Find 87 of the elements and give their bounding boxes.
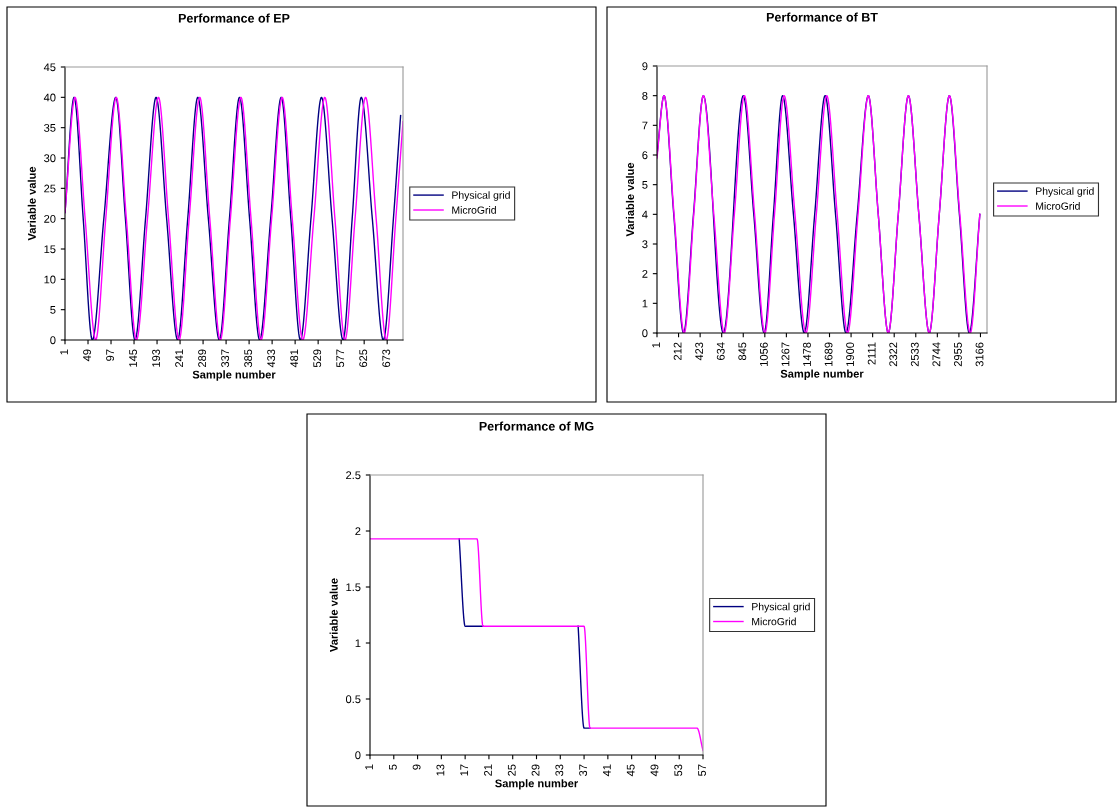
x-tick-label: 5 [389, 764, 397, 770]
x-tick-label: 33 [555, 764, 564, 776]
y-tick-label: 8 [642, 91, 648, 100]
chart-title: Performance of BT [766, 12, 878, 22]
x-tick-label: 1 [60, 349, 68, 355]
x-tick-label: 2111 [867, 342, 876, 365]
x-tick-label: 193 [152, 349, 161, 367]
x-tick-label: 1689 [824, 342, 833, 366]
y-tick-label: 5 [50, 306, 56, 314]
y-axis-title: Variable value [27, 166, 36, 241]
y-tick-label: 0 [642, 329, 648, 338]
x-tick-label: 625 [359, 349, 368, 367]
y-tick-label: 0 [355, 751, 361, 760]
x-tick-label: 145 [129, 349, 138, 367]
x-tick-label: 673 [382, 349, 391, 367]
x-tick-label: 481 [290, 349, 299, 368]
y-tick-label: 15 [44, 245, 56, 254]
x-tick-label: 97 [106, 349, 115, 361]
y-tick-label: 35 [44, 123, 56, 132]
x-tick-label: 289 [198, 349, 207, 368]
y-tick-label: 10 [44, 275, 56, 284]
x-tick-label: 385 [244, 349, 253, 368]
x-tick-label: 337 [221, 349, 230, 368]
y-axis-title: Variable value [625, 162, 635, 237]
legend-label: Physical grid [1036, 187, 1094, 197]
x-tick-label: 1056 [759, 342, 768, 366]
x-tick-label: 845 [738, 342, 747, 361]
x-tick-label: 49 [650, 764, 659, 777]
x-tick-label: 57 [698, 764, 706, 776]
x-tick-label: 241 [175, 349, 183, 368]
y-tick-label: 0.5 [345, 695, 361, 704]
legend-label: Physical grid [452, 191, 510, 201]
x-tick-label: 2533 [910, 342, 919, 367]
y-tick-label: 3 [642, 240, 648, 249]
x-axis-title: Sample number [192, 370, 276, 381]
chart-title: Performance of MG [479, 421, 594, 431]
x-tick-label: 17 [460, 764, 469, 776]
x-tick-label: 1267 [781, 342, 790, 366]
legend-label: MicroGrid [752, 617, 796, 626]
x-tick-label: 13 [436, 764, 445, 776]
x-tick-label: 577 [336, 349, 345, 368]
x-tick-label: 53 [674, 764, 683, 776]
x-tick-label: 634 [716, 342, 725, 360]
y-tick-label: 9 [642, 62, 648, 71]
y-tick-label: 1 [355, 639, 361, 648]
y-tick-label: 25 [44, 184, 56, 193]
chart-title: Performance of EP [178, 13, 290, 23]
x-tick-label: 212 [673, 342, 682, 361]
x-tick-label: 49 [83, 349, 91, 362]
legend-label: MicroGrid [1036, 202, 1080, 210]
x-tick-label: 433 [267, 349, 276, 368]
y-tick-label: 20 [44, 214, 56, 223]
x-tick-label: 21 [484, 764, 492, 776]
y-tick-label: 1.5 [346, 583, 361, 592]
x-tick-label: 9 [412, 764, 421, 770]
y-tick-label: 2 [355, 527, 361, 536]
y-tick-label: 1 [642, 299, 648, 308]
x-tick-label: 37 [579, 764, 588, 776]
x-tick-label: 3166 [975, 342, 984, 367]
y-tick-label: 4 [642, 210, 648, 219]
y-tick-label: 2 [642, 269, 648, 278]
x-tick-label: 45 [626, 764, 635, 777]
y-tick-label: 45 [43, 63, 56, 72]
x-tick-label: 1 [365, 764, 373, 770]
x-tick-label: 29 [531, 764, 540, 776]
legend-label: Physical grid [752, 602, 810, 613]
y-tick-label: 6 [642, 151, 648, 160]
y-tick-label: 2.5 [346, 471, 361, 480]
x-tick-label: 2744 [932, 342, 941, 367]
x-tick-label: 41 [603, 764, 611, 777]
y-tick-label: 0 [50, 336, 56, 345]
x-tick-label: 2955 [954, 342, 962, 367]
x-tick-label: 25 [507, 764, 516, 776]
x-tick-label: 2322 [889, 342, 898, 367]
legend-label: MicroGrid [452, 206, 496, 214]
x-tick-label: 1900 [846, 342, 855, 366]
x-tick-label: 1478 [803, 342, 811, 366]
x-tick-label: 423 [695, 342, 704, 361]
y-tick-label: 40 [43, 93, 56, 102]
y-axis-title: Variable value [329, 578, 338, 652]
y-tick-label: 5 [642, 181, 648, 189]
y-tick-label: 30 [44, 154, 56, 163]
x-axis-title: Sample number [780, 369, 864, 380]
x-tick-label: 1 [652, 342, 660, 348]
x-axis-title: Sample number [495, 779, 579, 790]
y-tick-label: 7 [642, 121, 648, 130]
x-tick-label: 529 [313, 349, 322, 368]
